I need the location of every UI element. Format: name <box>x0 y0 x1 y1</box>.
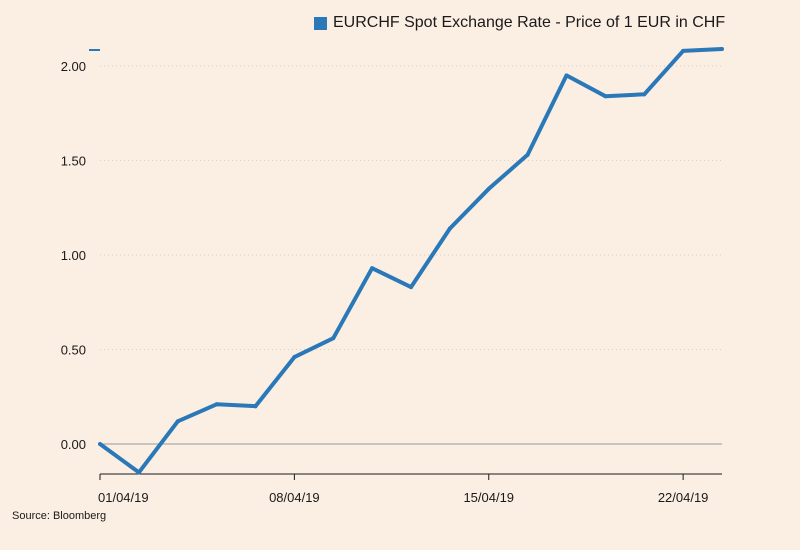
data-point <box>720 46 724 51</box>
data-point <box>525 152 530 157</box>
data-point <box>642 92 647 97</box>
y-axis-ticks: 0.00 0.50 1.00 1.50 2.00 <box>61 59 86 452</box>
y-tick-label: 1.50 <box>61 154 86 169</box>
data-point <box>331 336 336 341</box>
data-point <box>175 419 180 424</box>
data-point <box>681 48 686 53</box>
x-tick-label: 01/04/19 <box>98 490 149 505</box>
source-note: Source: Bloomberg <box>12 510 107 522</box>
data-point <box>214 402 219 407</box>
data-point <box>98 442 102 446</box>
y-tick-label: 1.00 <box>61 248 86 263</box>
data-point <box>370 266 375 271</box>
data-point <box>486 186 491 191</box>
y-tick-label: 0.50 <box>61 343 86 358</box>
data-point <box>253 404 258 409</box>
x-tick-label: 15/04/19 <box>463 490 514 505</box>
data-point <box>292 355 297 360</box>
data-point <box>564 73 569 78</box>
y-tick-label: 0.00 <box>61 437 86 452</box>
x-axis: 01/04/19 08/04/19 15/04/19 22/04/19 <box>98 473 722 505</box>
data-point <box>409 285 413 290</box>
y-tick-label: 2.00 <box>61 59 86 74</box>
legend-label: EURCHF Spot Exchange Rate - Price of 1 E… <box>333 14 726 31</box>
series-lines <box>98 46 724 475</box>
x-tick-label: 22/04/19 <box>658 490 709 505</box>
x-tick-label: 08/04/19 <box>269 490 320 505</box>
data-point <box>603 94 608 99</box>
gridlines <box>89 49 722 445</box>
legend: EURCHF Spot Exchange Rate - Price of 1 E… <box>314 14 725 32</box>
data-point <box>447 226 452 231</box>
legend-swatch <box>314 16 327 30</box>
data-point <box>136 470 141 475</box>
series-line-eurchf <box>98 47 723 475</box>
